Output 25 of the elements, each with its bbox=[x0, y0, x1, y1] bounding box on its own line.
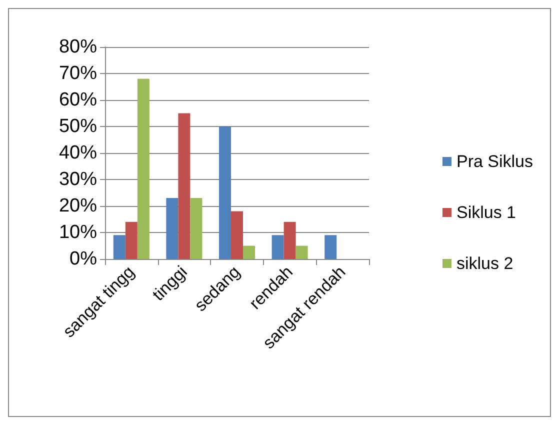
y-tick-label: 60% bbox=[58, 90, 98, 110]
legend-label: Pra Siklus bbox=[456, 152, 534, 171]
y-tick-label: 10% bbox=[58, 222, 98, 243]
bar bbox=[243, 246, 255, 259]
y-tick-label: 20% bbox=[58, 196, 98, 216]
bar bbox=[137, 78, 150, 259]
bar bbox=[284, 222, 296, 259]
bar bbox=[125, 222, 138, 259]
y-tick-label: 0% bbox=[70, 248, 98, 270]
bar bbox=[113, 235, 126, 259]
bar bbox=[324, 235, 337, 259]
bar bbox=[219, 126, 231, 259]
bar bbox=[272, 235, 284, 259]
bar bbox=[296, 246, 308, 259]
bar bbox=[190, 198, 202, 259]
y-tick-label: 30% bbox=[58, 169, 98, 190]
bar bbox=[178, 113, 190, 259]
y-tick-label: 40% bbox=[58, 142, 98, 164]
legend-label: Siklus 1 bbox=[456, 203, 516, 222]
y-tick-label: 50% bbox=[58, 116, 98, 137]
legend-label: siklus 2 bbox=[456, 254, 514, 273]
bar bbox=[166, 198, 178, 259]
bar bbox=[231, 211, 243, 259]
y-tick-label: 80% bbox=[58, 36, 98, 58]
y-tick-label: 70% bbox=[58, 63, 98, 84]
